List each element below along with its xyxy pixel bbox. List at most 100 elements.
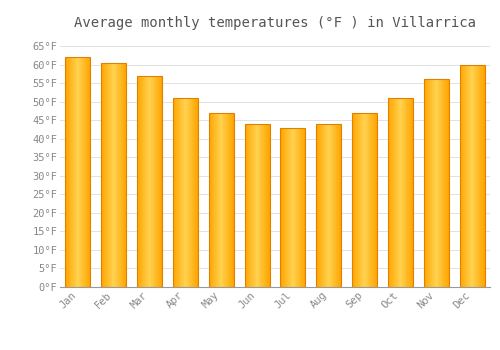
Bar (394, 98, 395, 287)
Bar (249, 124, 250, 287)
Bar (482, 65, 484, 287)
Bar (116, 63, 117, 287)
Bar (410, 98, 411, 287)
Bar (389, 98, 390, 287)
Bar (325, 124, 326, 287)
Bar (304, 128, 305, 287)
Bar (224, 113, 225, 287)
Bar (298, 128, 299, 287)
Bar (208, 113, 210, 287)
Bar (412, 98, 413, 287)
Bar (88, 57, 89, 287)
Bar (66, 57, 68, 287)
Bar (245, 124, 246, 287)
Bar (75, 57, 76, 287)
Bar (431, 79, 432, 287)
Bar (86, 57, 88, 287)
Bar (443, 79, 444, 287)
Bar (107, 63, 108, 287)
Bar (115, 63, 116, 287)
Bar (334, 124, 335, 287)
Bar (280, 128, 281, 287)
Bar (71, 57, 72, 287)
Bar (374, 113, 375, 287)
Bar (400, 98, 401, 287)
Bar (104, 63, 105, 287)
Bar (150, 76, 151, 287)
Bar (288, 128, 289, 287)
Bar (324, 124, 325, 287)
Bar (301, 128, 302, 287)
Bar (294, 128, 295, 287)
Bar (225, 113, 226, 287)
Bar (262, 124, 264, 287)
Bar (161, 76, 162, 287)
Bar (332, 124, 333, 287)
Bar (158, 76, 159, 287)
Bar (395, 98, 396, 287)
Bar (364, 113, 365, 287)
Bar (390, 98, 391, 287)
Bar (388, 98, 389, 287)
Bar (178, 98, 179, 287)
Bar (352, 113, 377, 287)
Bar (256, 124, 257, 287)
Bar (250, 124, 251, 287)
Bar (246, 124, 247, 287)
Bar (316, 124, 317, 287)
Bar (442, 79, 443, 287)
Bar (102, 63, 103, 287)
Bar (155, 76, 156, 287)
Bar (66, 57, 90, 287)
Bar (186, 98, 188, 287)
Bar (101, 63, 102, 287)
Bar (120, 63, 122, 287)
Bar (217, 113, 218, 287)
Bar (321, 124, 322, 287)
Bar (108, 63, 110, 287)
Bar (320, 124, 321, 287)
Bar (147, 76, 148, 287)
Bar (470, 65, 471, 287)
Bar (444, 79, 445, 287)
Bar (252, 124, 254, 287)
Bar (337, 124, 338, 287)
Bar (196, 98, 198, 287)
Bar (122, 63, 123, 287)
Bar (213, 113, 214, 287)
Bar (156, 76, 157, 287)
Bar (159, 76, 160, 287)
Bar (370, 113, 371, 287)
Bar (144, 76, 145, 287)
Bar (460, 65, 484, 287)
Bar (446, 79, 447, 287)
Bar (296, 128, 298, 287)
Bar (123, 63, 124, 287)
Bar (148, 76, 149, 287)
Bar (218, 113, 220, 287)
Bar (80, 57, 81, 287)
Bar (338, 124, 339, 287)
Bar (369, 113, 370, 287)
Bar (436, 79, 437, 287)
Bar (192, 98, 193, 287)
Bar (405, 98, 406, 287)
Bar (285, 128, 286, 287)
Bar (269, 124, 270, 287)
Bar (280, 128, 305, 287)
Bar (222, 113, 223, 287)
Bar (221, 113, 222, 287)
Bar (322, 124, 323, 287)
Bar (480, 65, 481, 287)
Bar (173, 98, 174, 287)
Bar (362, 113, 364, 287)
Bar (215, 113, 216, 287)
Bar (388, 98, 413, 287)
Bar (110, 63, 111, 287)
Title: Average monthly temperatures (°F ) in Villarrica: Average monthly temperatures (°F ) in Vi… (74, 16, 476, 30)
Bar (411, 98, 412, 287)
Bar (359, 113, 360, 287)
Bar (185, 98, 186, 287)
Bar (432, 79, 433, 287)
Bar (216, 113, 217, 287)
